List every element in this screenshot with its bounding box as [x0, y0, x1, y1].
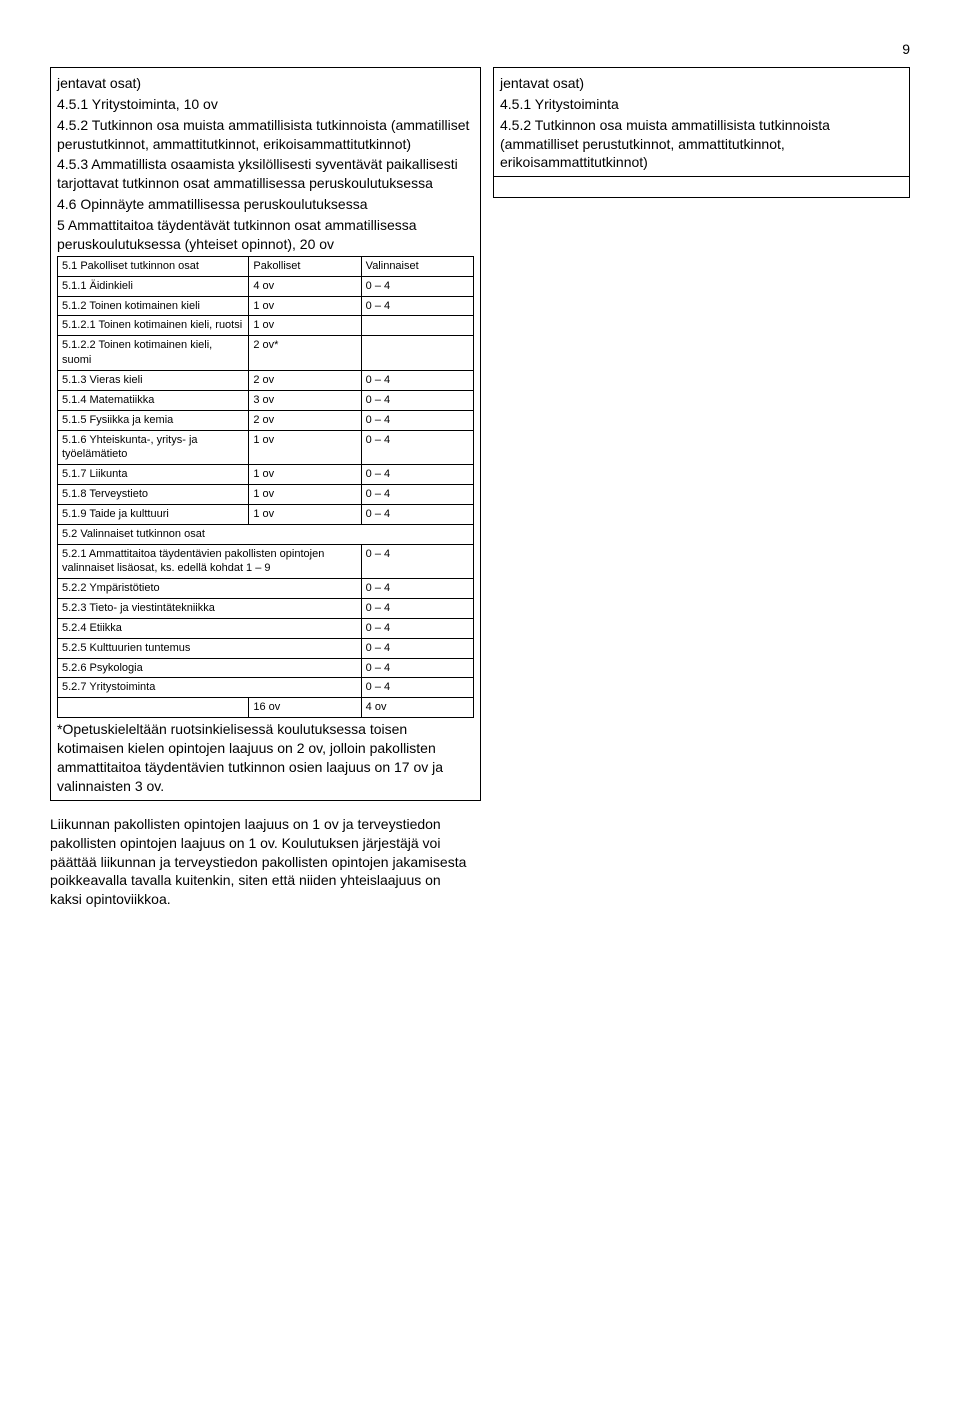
table-row: 5.2.6 Psykologia0 – 4	[58, 658, 474, 678]
cell: 0 – 4	[361, 579, 473, 599]
table-row: 5.1.5 Fysiikka ja kemia2 ov0 – 4	[58, 410, 474, 430]
cell-total-valinnaiset: 4 ov	[361, 698, 473, 718]
table-row: 5.2.5 Kulttuurien tuntemus0 – 4	[58, 638, 474, 658]
cell: 0 – 4	[361, 430, 473, 465]
two-column-layout: jentavat osat) 4.5.1 Yritystoiminta, 10 …	[50, 67, 910, 801]
cell-total-pakolliset: 16 ov	[249, 698, 361, 718]
table-row: 5.2.1 Ammattitaitoa täydentävien pakolli…	[58, 544, 474, 579]
table-row: 5.1.4 Matematiikka3 ov0 – 4	[58, 390, 474, 410]
page-number: 9	[50, 40, 910, 59]
cell: 5.2.3 Tieto- ja viestintätekniikka	[58, 599, 362, 619]
cell: 0 – 4	[361, 638, 473, 658]
cell: 0 – 4	[361, 390, 473, 410]
table-row: 5.2.2 Ympäristötieto0 – 4	[58, 579, 474, 599]
cell: 5.2.5 Kulttuurien tuntemus	[58, 638, 362, 658]
table-row: 5.2.7 Yritystoiminta0 – 4	[58, 678, 474, 698]
cell: 5.1.2.1 Toinen kotimainen kieli, ruotsi	[58, 316, 249, 336]
cell: 0 – 4	[361, 544, 473, 579]
table-section-row: 5.2 Valinnaiset tutkinnon osat	[58, 524, 474, 544]
cell: 5.2.2 Ympäristötieto	[58, 579, 362, 599]
cell: 5.1.8 Terveystieto	[58, 485, 249, 505]
footnote: *Opetuskieleltään ruotsinkielisessä koul…	[57, 720, 474, 796]
right-line-3: 4.5.2 Tutkinnon osa muista ammatillisist…	[500, 116, 903, 173]
table-row: 5.1.8 Terveystieto1 ov0 – 4	[58, 485, 474, 505]
table-row: 5.2.4 Etiikka0 – 4	[58, 618, 474, 638]
cell: 0 – 4	[361, 410, 473, 430]
cell: 1 ov	[249, 485, 361, 505]
right-line-1: jentavat osat)	[500, 74, 903, 93]
cell: 2 ov	[249, 370, 361, 390]
cell: 5.2.7 Yritystoiminta	[58, 678, 362, 698]
cell	[58, 698, 249, 718]
cell: 1 ov	[249, 316, 361, 336]
cell: 5.2.6 Psykologia	[58, 658, 362, 678]
cell	[361, 336, 473, 371]
cell	[361, 316, 473, 336]
cell: 4 ov	[249, 276, 361, 296]
table-total-row: 16 ov4 ov	[58, 698, 474, 718]
curriculum-table: 5.1 Pakolliset tutkinnon osat Pakolliset…	[57, 256, 474, 718]
left-line-1: jentavat osat)	[57, 74, 474, 93]
right-bottom-box	[493, 177, 910, 198]
table-header-row: 5.1 Pakolliset tutkinnon osat Pakolliset…	[58, 256, 474, 276]
right-line-2: 4.5.1 Yritystoiminta	[500, 95, 903, 114]
cell: 0 – 4	[361, 504, 473, 524]
cell: 2 ov*	[249, 336, 361, 371]
cell: 1 ov	[249, 465, 361, 485]
cell: 5.1.6 Yhteiskunta-, yritys- ja työelämät…	[58, 430, 249, 465]
cell: 0 – 4	[361, 618, 473, 638]
cell: 0 – 4	[361, 370, 473, 390]
cell: 3 ov	[249, 390, 361, 410]
cell: 0 – 4	[361, 678, 473, 698]
cell: 5.1.1 Äidinkieli	[58, 276, 249, 296]
table-row: 5.1.3 Vieras kieli2 ov0 – 4	[58, 370, 474, 390]
cell: 5.1.2 Toinen kotimainen kieli	[58, 296, 249, 316]
left-line-3: 4.5.2 Tutkinnon osa muista ammatillisist…	[57, 116, 474, 154]
right-top-box: jentavat osat) 4.5.1 Yritystoiminta 4.5.…	[493, 67, 910, 177]
bottom-paragraph: Liikunnan pakollisten opintojen laajuus …	[50, 815, 471, 909]
table-row: 5.1.7 Liikunta1 ov0 – 4	[58, 465, 474, 485]
cell: 0 – 4	[361, 485, 473, 505]
cell: 5.1.4 Matematiikka	[58, 390, 249, 410]
left-column: jentavat osat) 4.5.1 Yritystoiminta, 10 …	[50, 67, 481, 801]
cell: 5.1.9 Taide ja kulttuuri	[58, 504, 249, 524]
cell: 5.2.1 Ammattitaitoa täydentävien pakolli…	[58, 544, 362, 579]
right-column: jentavat osat) 4.5.1 Yritystoiminta 4.5.…	[493, 67, 910, 801]
left-line-2: 4.5.1 Yritystoiminta, 10 ov	[57, 95, 474, 114]
cell: 0 – 4	[361, 465, 473, 485]
table-row: 5.1.6 Yhteiskunta-, yritys- ja työelämät…	[58, 430, 474, 465]
cell: 5.1.7 Liikunta	[58, 465, 249, 485]
table-row: 5.1.2.2 Toinen kotimainen kieli, suomi2 …	[58, 336, 474, 371]
cell: 1 ov	[249, 296, 361, 316]
cell: 2 ov	[249, 410, 361, 430]
cell: 1 ov	[249, 430, 361, 465]
cell: 0 – 4	[361, 658, 473, 678]
cell-section: 5.2 Valinnaiset tutkinnon osat	[58, 524, 474, 544]
table-row: 5.1.1 Äidinkieli4 ov0 – 4	[58, 276, 474, 296]
th-valinnaiset: Valinnaiset	[361, 256, 473, 276]
table-row: 5.1.2.1 Toinen kotimainen kieli, ruotsi1…	[58, 316, 474, 336]
left-line-4: 4.5.3 Ammatillista osaamista yksilöllise…	[57, 155, 474, 193]
cell: 5.1.3 Vieras kieli	[58, 370, 249, 390]
cell: 5.1.5 Fysiikka ja kemia	[58, 410, 249, 430]
th-pakolliset: Pakolliset	[249, 256, 361, 276]
cell: 0 – 4	[361, 599, 473, 619]
table-row: 5.2.3 Tieto- ja viestintätekniikka0 – 4	[58, 599, 474, 619]
cell: 5.1.2.2 Toinen kotimainen kieli, suomi	[58, 336, 249, 371]
table-row: 5.1.9 Taide ja kulttuuri1 ov0 – 4	[58, 504, 474, 524]
table-row: 5.1.2 Toinen kotimainen kieli1 ov0 – 4	[58, 296, 474, 316]
th-section: 5.1 Pakolliset tutkinnon osat	[58, 256, 249, 276]
cell: 0 – 4	[361, 276, 473, 296]
left-line-5: 4.6 Opinnäyte ammatillisessa peruskoulut…	[57, 195, 474, 214]
left-line-6: 5 Ammattitaitoa täydentävät tutkinnon os…	[57, 216, 474, 254]
cell: 0 – 4	[361, 296, 473, 316]
cell: 1 ov	[249, 504, 361, 524]
cell: 5.2.4 Etiikka	[58, 618, 362, 638]
